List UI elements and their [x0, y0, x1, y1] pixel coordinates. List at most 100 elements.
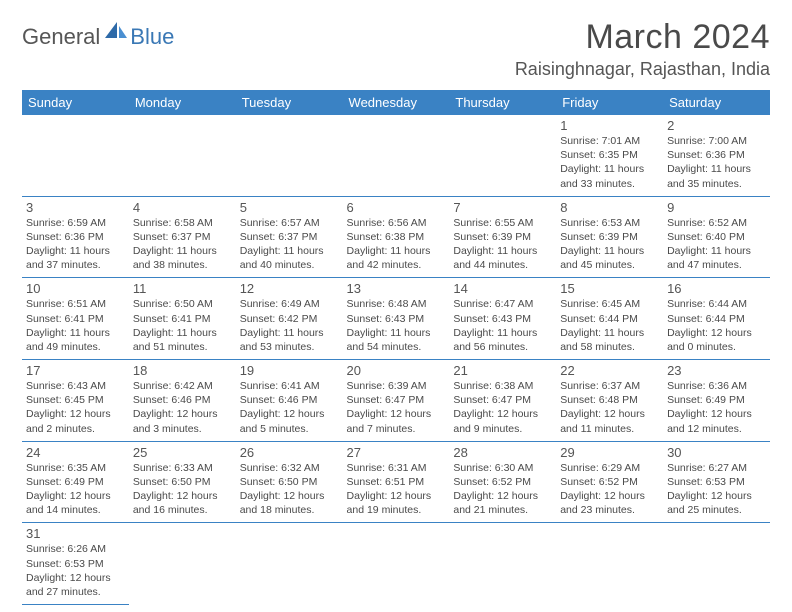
- day-info: Sunrise: 6:59 AMSunset: 6:36 PMDaylight:…: [26, 216, 125, 273]
- day-number: 17: [26, 363, 125, 378]
- day-info: Sunrise: 6:41 AMSunset: 6:46 PMDaylight:…: [240, 379, 339, 436]
- calendar-empty: [129, 523, 236, 605]
- day-info: Sunrise: 6:31 AMSunset: 6:51 PMDaylight:…: [347, 461, 446, 518]
- calendar-day: 13Sunrise: 6:48 AMSunset: 6:43 PMDayligh…: [343, 278, 450, 360]
- day-number: 3: [26, 200, 125, 215]
- day-info: Sunrise: 6:42 AMSunset: 6:46 PMDaylight:…: [133, 379, 232, 436]
- location-subtitle: Raisinghnagar, Rajasthan, India: [515, 59, 770, 80]
- calendar-day: 1Sunrise: 7:01 AMSunset: 6:35 PMDaylight…: [556, 115, 663, 196]
- header: General Blue March 2024 Raisinghnagar, R…: [22, 18, 770, 80]
- title-block: March 2024 Raisinghnagar, Rajasthan, Ind…: [515, 18, 770, 80]
- calendar-week: 17Sunrise: 6:43 AMSunset: 6:45 PMDayligh…: [22, 360, 770, 442]
- day-number: 14: [453, 281, 552, 296]
- calendar-day: 10Sunrise: 6:51 AMSunset: 6:41 PMDayligh…: [22, 278, 129, 360]
- calendar-day: 20Sunrise: 6:39 AMSunset: 6:47 PMDayligh…: [343, 360, 450, 442]
- brand-text-blue: Blue: [130, 24, 174, 50]
- day-number: 13: [347, 281, 446, 296]
- day-number: 15: [560, 281, 659, 296]
- day-number: 7: [453, 200, 552, 215]
- day-info: Sunrise: 7:01 AMSunset: 6:35 PMDaylight:…: [560, 134, 659, 191]
- weekday-header: Tuesday: [236, 90, 343, 115]
- day-info: Sunrise: 6:47 AMSunset: 6:43 PMDaylight:…: [453, 297, 552, 354]
- calendar-empty: [236, 523, 343, 605]
- day-info: Sunrise: 6:55 AMSunset: 6:39 PMDaylight:…: [453, 216, 552, 273]
- day-number: 23: [667, 363, 766, 378]
- day-info: Sunrise: 6:35 AMSunset: 6:49 PMDaylight:…: [26, 461, 125, 518]
- day-number: 9: [667, 200, 766, 215]
- day-info: Sunrise: 6:27 AMSunset: 6:53 PMDaylight:…: [667, 461, 766, 518]
- calendar-empty: [343, 523, 450, 605]
- brand-logo: General Blue: [22, 18, 174, 50]
- calendar-day: 14Sunrise: 6:47 AMSunset: 6:43 PMDayligh…: [449, 278, 556, 360]
- calendar-day: 5Sunrise: 6:57 AMSunset: 6:37 PMDaylight…: [236, 196, 343, 278]
- day-number: 22: [560, 363, 659, 378]
- weekday-header: Friday: [556, 90, 663, 115]
- sail-icon: [103, 20, 129, 47]
- calendar-week: 31Sunrise: 6:26 AMSunset: 6:53 PMDayligh…: [22, 523, 770, 605]
- day-number: 2: [667, 118, 766, 133]
- calendar-day: 16Sunrise: 6:44 AMSunset: 6:44 PMDayligh…: [663, 278, 770, 360]
- calendar-day: 15Sunrise: 6:45 AMSunset: 6:44 PMDayligh…: [556, 278, 663, 360]
- calendar-week: 3Sunrise: 6:59 AMSunset: 6:36 PMDaylight…: [22, 196, 770, 278]
- calendar-week: 10Sunrise: 6:51 AMSunset: 6:41 PMDayligh…: [22, 278, 770, 360]
- brand-text-general: General: [22, 24, 100, 50]
- day-info: Sunrise: 6:53 AMSunset: 6:39 PMDaylight:…: [560, 216, 659, 273]
- calendar-day: 9Sunrise: 6:52 AMSunset: 6:40 PMDaylight…: [663, 196, 770, 278]
- day-info: Sunrise: 6:56 AMSunset: 6:38 PMDaylight:…: [347, 216, 446, 273]
- day-info: Sunrise: 6:48 AMSunset: 6:43 PMDaylight:…: [347, 297, 446, 354]
- day-number: 5: [240, 200, 339, 215]
- calendar-day: 26Sunrise: 6:32 AMSunset: 6:50 PMDayligh…: [236, 441, 343, 523]
- day-number: 12: [240, 281, 339, 296]
- calendar-week: ..........1Sunrise: 7:01 AMSunset: 6:35 …: [22, 115, 770, 196]
- day-info: Sunrise: 6:45 AMSunset: 6:44 PMDaylight:…: [560, 297, 659, 354]
- month-title: March 2024: [515, 18, 770, 57]
- calendar-empty: [663, 523, 770, 605]
- day-info: Sunrise: 6:29 AMSunset: 6:52 PMDaylight:…: [560, 461, 659, 518]
- calendar-empty: ..: [449, 115, 556, 196]
- day-number: 16: [667, 281, 766, 296]
- calendar-day: 23Sunrise: 6:36 AMSunset: 6:49 PMDayligh…: [663, 360, 770, 442]
- day-number: 20: [347, 363, 446, 378]
- day-info: Sunrise: 6:44 AMSunset: 6:44 PMDaylight:…: [667, 297, 766, 354]
- calendar-day: 28Sunrise: 6:30 AMSunset: 6:52 PMDayligh…: [449, 441, 556, 523]
- calendar-day: 31Sunrise: 6:26 AMSunset: 6:53 PMDayligh…: [22, 523, 129, 605]
- calendar-day: 8Sunrise: 6:53 AMSunset: 6:39 PMDaylight…: [556, 196, 663, 278]
- calendar-day: 2Sunrise: 7:00 AMSunset: 6:36 PMDaylight…: [663, 115, 770, 196]
- calendar-day: 3Sunrise: 6:59 AMSunset: 6:36 PMDaylight…: [22, 196, 129, 278]
- calendar-body: ..........1Sunrise: 7:01 AMSunset: 6:35 …: [22, 115, 770, 605]
- day-info: Sunrise: 6:50 AMSunset: 6:41 PMDaylight:…: [133, 297, 232, 354]
- day-number: 24: [26, 445, 125, 460]
- calendar-day: 27Sunrise: 6:31 AMSunset: 6:51 PMDayligh…: [343, 441, 450, 523]
- calendar-empty: ..: [236, 115, 343, 196]
- day-info: Sunrise: 6:36 AMSunset: 6:49 PMDaylight:…: [667, 379, 766, 436]
- day-info: Sunrise: 7:00 AMSunset: 6:36 PMDaylight:…: [667, 134, 766, 191]
- calendar-day: 4Sunrise: 6:58 AMSunset: 6:37 PMDaylight…: [129, 196, 236, 278]
- day-number: 11: [133, 281, 232, 296]
- calendar-day: 11Sunrise: 6:50 AMSunset: 6:41 PMDayligh…: [129, 278, 236, 360]
- day-info: Sunrise: 6:37 AMSunset: 6:48 PMDaylight:…: [560, 379, 659, 436]
- day-info: Sunrise: 6:39 AMSunset: 6:47 PMDaylight:…: [347, 379, 446, 436]
- day-number: 31: [26, 526, 125, 541]
- day-number: 4: [133, 200, 232, 215]
- day-info: Sunrise: 6:33 AMSunset: 6:50 PMDaylight:…: [133, 461, 232, 518]
- day-number: 30: [667, 445, 766, 460]
- weekday-header: Wednesday: [343, 90, 450, 115]
- day-info: Sunrise: 6:43 AMSunset: 6:45 PMDaylight:…: [26, 379, 125, 436]
- day-info: Sunrise: 6:57 AMSunset: 6:37 PMDaylight:…: [240, 216, 339, 273]
- day-number: 25: [133, 445, 232, 460]
- day-number: 29: [560, 445, 659, 460]
- day-number: 21: [453, 363, 552, 378]
- calendar-day: 24Sunrise: 6:35 AMSunset: 6:49 PMDayligh…: [22, 441, 129, 523]
- day-info: Sunrise: 6:58 AMSunset: 6:37 PMDaylight:…: [133, 216, 232, 273]
- day-number: 19: [240, 363, 339, 378]
- day-info: Sunrise: 6:51 AMSunset: 6:41 PMDaylight:…: [26, 297, 125, 354]
- calendar-empty: ..: [129, 115, 236, 196]
- calendar-day: 21Sunrise: 6:38 AMSunset: 6:47 PMDayligh…: [449, 360, 556, 442]
- day-info: Sunrise: 6:38 AMSunset: 6:47 PMDaylight:…: [453, 379, 552, 436]
- calendar-day: 19Sunrise: 6:41 AMSunset: 6:46 PMDayligh…: [236, 360, 343, 442]
- day-info: Sunrise: 6:26 AMSunset: 6:53 PMDaylight:…: [26, 542, 125, 599]
- calendar-empty: [556, 523, 663, 605]
- day-number: 26: [240, 445, 339, 460]
- calendar-day: 30Sunrise: 6:27 AMSunset: 6:53 PMDayligh…: [663, 441, 770, 523]
- day-number: 18: [133, 363, 232, 378]
